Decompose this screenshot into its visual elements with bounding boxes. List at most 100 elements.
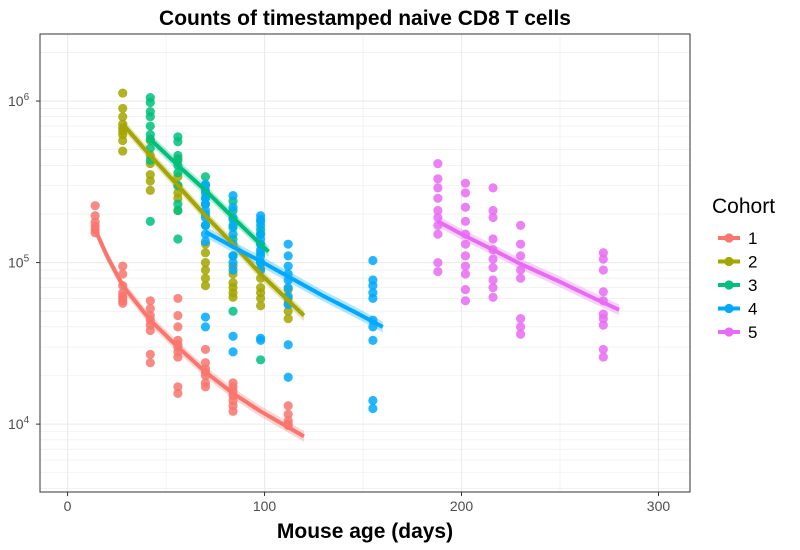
data-point-cohort-2 <box>200 257 211 268</box>
data-point-cohort-2 <box>145 170 155 180</box>
data-point-cohort-4 <box>368 255 378 266</box>
data-point-cohort-4 <box>368 335 378 345</box>
legend-key-point <box>724 233 734 243</box>
data-point-cohort-5 <box>460 216 471 226</box>
x-tick-label: 300 <box>647 498 671 514</box>
data-point-cohort-5 <box>516 220 526 230</box>
data-point-cohort-5 <box>598 248 608 258</box>
data-point-cohort-2 <box>200 265 211 275</box>
data-point-cohort-4 <box>256 220 266 230</box>
data-point-cohort-5 <box>460 178 471 188</box>
data-point-cohort-1 <box>200 344 211 355</box>
data-point-cohort-1 <box>173 388 183 398</box>
data-point-cohort-3 <box>145 216 155 226</box>
y-tick-label: 106 <box>8 92 30 109</box>
data-point-cohort-2 <box>256 293 266 304</box>
data-point-cohort-4 <box>283 239 293 249</box>
data-point-cohort-5 <box>460 239 471 249</box>
fit-line-cohort-1 <box>93 228 305 439</box>
x-tick-label: 200 <box>450 498 474 514</box>
data-point-cohort-1 <box>90 211 100 221</box>
data-point-cohort-5 <box>433 205 443 216</box>
data-point-cohort-2 <box>283 313 293 324</box>
data-point-cohort-4 <box>228 202 238 212</box>
data-point-cohort-5 <box>598 313 608 324</box>
data-point-cohort-1 <box>283 409 293 419</box>
data-point-cohort-5 <box>516 265 526 275</box>
data-point-cohort-5 <box>433 158 443 169</box>
legend-item-cohort-2: 2 <box>718 253 757 272</box>
data-point-cohort-5 <box>598 320 608 330</box>
data-point-cohort-1 <box>173 310 183 321</box>
x-axis-ticks: 0 100 200 300 <box>64 492 671 514</box>
data-point-cohort-3 <box>173 205 183 216</box>
data-point-cohort-1 <box>145 349 155 360</box>
data-point-cohort-4 <box>228 229 238 239</box>
data-point-cohort-4 <box>228 251 238 261</box>
data-point-cohort-2 <box>228 292 238 302</box>
data-point-cohort-5 <box>488 205 498 216</box>
data-point-cohort-4 <box>283 282 293 293</box>
data-point-cohort-2 <box>118 135 128 146</box>
data-point-cohort-5 <box>460 202 471 212</box>
data-point-cohort-1 <box>118 261 128 271</box>
data-point-cohort-4 <box>228 190 238 201</box>
data-point-cohort-4 <box>368 403 378 414</box>
data-point-cohort-2 <box>256 301 266 311</box>
data-point-cohort-3 <box>173 168 183 178</box>
data-point-cohort-4 <box>200 322 211 332</box>
data-point-cohort-2 <box>283 306 293 316</box>
legend-title: Cohort <box>712 195 775 218</box>
data-point-cohort-5 <box>488 212 498 223</box>
data-point-cohort-2 <box>200 248 211 258</box>
data-point-cohort-2 <box>118 88 128 98</box>
data-point-cohort-1 <box>173 322 183 332</box>
data-point-cohort-5 <box>488 234 498 244</box>
data-point-cohort-3 <box>173 137 183 147</box>
y-axis-ticks: 104 105 106 <box>8 92 40 432</box>
data-point-cohort-2 <box>118 103 128 114</box>
data-point-cohort-5 <box>460 251 471 261</box>
data-point-cohort-5 <box>516 322 526 332</box>
data-point-cohort-4 <box>228 265 238 275</box>
fit-lines <box>93 122 620 439</box>
data-point-cohort-4 <box>228 331 238 341</box>
grid <box>40 34 690 492</box>
fit-line-cohort-4 <box>204 230 384 329</box>
data-point-cohort-3 <box>200 172 211 182</box>
y-tick-label: 105 <box>8 254 30 271</box>
fit-line-cohort-2 <box>121 122 306 317</box>
data-point-cohort-1 <box>283 401 293 411</box>
legend-label: 5 <box>748 323 757 342</box>
data-point-cohort-3 <box>228 306 238 316</box>
data-points <box>90 88 608 431</box>
legend-key-point <box>724 280 734 290</box>
legend: Cohort 1 2 3 4 5 <box>712 195 775 342</box>
x-tick-label: 0 <box>64 498 72 514</box>
data-point-cohort-4 <box>368 395 378 406</box>
data-point-cohort-1 <box>173 382 183 392</box>
data-point-cohort-3 <box>173 234 183 244</box>
data-point-cohort-5 <box>460 269 471 279</box>
data-point-cohort-2 <box>200 281 211 291</box>
x-tick-label: 100 <box>253 498 277 514</box>
legend-label: 1 <box>748 229 757 248</box>
data-point-cohort-1 <box>173 293 183 304</box>
data-point-cohort-5 <box>460 188 471 198</box>
data-point-cohort-1 <box>118 298 128 308</box>
data-point-cohort-3 <box>145 112 155 122</box>
data-point-cohort-5 <box>516 239 526 249</box>
fit-line-cohort-3 <box>148 137 270 254</box>
data-point-cohort-5 <box>516 273 526 283</box>
data-point-cohort-4 <box>200 312 211 322</box>
data-point-cohort-1 <box>145 296 155 306</box>
legend-item-cohort-4: 4 <box>718 300 757 319</box>
data-point-cohort-2 <box>118 112 128 122</box>
data-point-cohort-5 <box>433 257 443 268</box>
data-point-cohort-5 <box>460 285 471 295</box>
legend-item-cohort-1: 1 <box>718 229 757 248</box>
data-point-cohort-1 <box>145 325 155 336</box>
data-point-cohort-3 <box>173 199 183 209</box>
data-point-cohort-5 <box>433 183 443 193</box>
